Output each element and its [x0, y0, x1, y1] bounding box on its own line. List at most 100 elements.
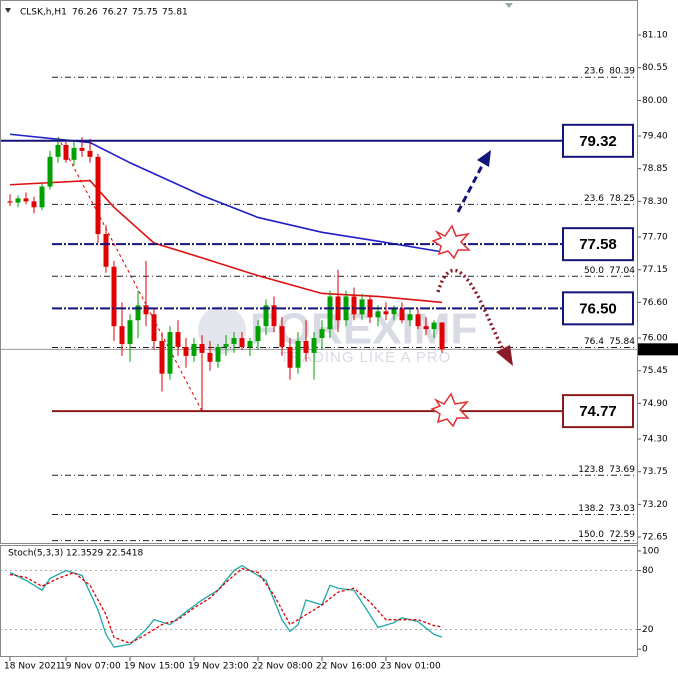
candle-body — [143, 305, 149, 315]
y-tick-label: 76.60 — [642, 298, 668, 308]
candle-body — [135, 305, 141, 321]
candle-body — [55, 144, 61, 157]
fib-value: 75.84 — [609, 337, 635, 347]
candle-body — [39, 186, 45, 208]
main-frame — [0, 0, 638, 544]
current-price-box — [638, 343, 678, 356]
fib-value: 80.39 — [609, 67, 635, 77]
stoch-signal-value: 22.5418 — [106, 549, 143, 559]
y-tick-label: 74.30 — [642, 435, 668, 445]
arrow-up — [456, 161, 486, 213]
candle-body — [159, 341, 165, 374]
annotations — [5, 3, 513, 428]
candle-body — [103, 234, 109, 267]
candle-body — [207, 352, 213, 362]
level-box — [562, 123, 634, 158]
candle-body — [351, 296, 357, 315]
candle-body — [71, 147, 77, 160]
fib-value: 77.04 — [609, 266, 635, 276]
candle-body — [311, 338, 317, 353]
candle-body — [175, 332, 181, 347]
y-tick-label: 75.45 — [642, 366, 668, 376]
burst — [430, 392, 470, 428]
candle-body — [383, 311, 389, 315]
candle-body — [215, 346, 221, 362]
fib-ratio: 23.6 — [584, 67, 604, 77]
candle-body — [399, 308, 405, 321]
candle-body — [167, 332, 173, 374]
level-label: 77.58 — [579, 236, 617, 253]
candle-body — [79, 147, 85, 151]
x-tick-label: 19 Nov 23:00 — [188, 662, 249, 672]
candle-body — [183, 346, 189, 356]
header-open: 76.26 — [72, 8, 98, 18]
header-low: 75.75 — [132, 8, 158, 18]
candle-body — [87, 150, 93, 157]
y-tick-label: 20 — [642, 625, 654, 635]
candle-body — [319, 329, 325, 339]
header-close: 75.81 — [162, 8, 188, 18]
fib-value: 73.03 — [609, 504, 635, 514]
candle-body — [191, 343, 197, 356]
x-tick-label: 18 Nov 2021 — [4, 662, 62, 672]
burst — [431, 224, 471, 260]
candle-body — [287, 346, 293, 368]
y-tick-label: 80 — [642, 566, 654, 576]
candle-body — [415, 314, 421, 327]
candle-body — [359, 299, 365, 315]
x-tick-label: 22 Nov 16:00 — [316, 662, 377, 672]
x-tick-label: 23 Nov 01:00 — [380, 662, 441, 672]
x-tick-label: 19 Nov 07:00 — [60, 662, 121, 672]
candle-body — [127, 320, 133, 344]
header-high: 76.27 — [102, 8, 128, 18]
candle-body — [279, 326, 285, 347]
current-price-label: 75.81 — [641, 345, 667, 355]
y-tick-label: 100 — [642, 546, 659, 556]
y-tick-label: 79.40 — [642, 132, 668, 142]
y-tick-label: 73.75 — [642, 467, 668, 477]
symbol: CLSK,h,H1 — [20, 8, 67, 18]
candle-body — [31, 201, 37, 208]
moving-average — [9, 133, 443, 253]
candle-body — [375, 311, 381, 318]
arrow-head — [477, 150, 491, 167]
candle-body — [119, 326, 125, 344]
y-tick-label: 76.00 — [642, 334, 668, 344]
candle-body — [231, 338, 237, 344]
stoch-title: Stoch(5,3,3) — [8, 549, 63, 559]
fib-value: 73.69 — [609, 465, 635, 475]
stoch-frame — [0, 545, 638, 657]
y-tick-label: 78.30 — [642, 197, 668, 207]
arrow-head — [496, 345, 513, 366]
candle-body — [199, 343, 205, 353]
fib-value: 78.25 — [609, 194, 635, 204]
candle-body — [63, 144, 69, 160]
y-tick-label: 80.55 — [642, 63, 668, 73]
y-tick-label: 74.90 — [642, 399, 668, 409]
candle-body — [95, 156, 101, 235]
candle-body — [15, 198, 21, 203]
candle-body — [431, 322, 437, 330]
candle-body — [327, 296, 333, 330]
x-tick-label: 22 Nov 08:00 — [252, 662, 313, 672]
candle-body — [263, 305, 269, 327]
fib-ratio: 150.0 — [578, 530, 604, 540]
candle-body — [423, 326, 429, 330]
level-label: 76.50 — [579, 300, 617, 317]
x-tick-label: 19 Nov 15:00 — [124, 662, 185, 672]
y-tick-label: 78.85 — [642, 164, 668, 174]
candle-body — [439, 322, 445, 350]
stoch-main-value: 12.3529 — [66, 549, 103, 559]
stoch-line — [9, 564, 443, 648]
level-label: 79.32 — [579, 133, 617, 150]
candle-body — [23, 198, 29, 202]
y-tick-label: 80.00 — [642, 96, 668, 106]
candle-body — [391, 308, 397, 315]
fib-ratio: 23.6 — [584, 194, 604, 204]
candle-body — [271, 305, 277, 327]
y-tick-label: 77.70 — [642, 233, 668, 243]
candle-body — [255, 326, 261, 342]
candle-body — [303, 341, 309, 353]
